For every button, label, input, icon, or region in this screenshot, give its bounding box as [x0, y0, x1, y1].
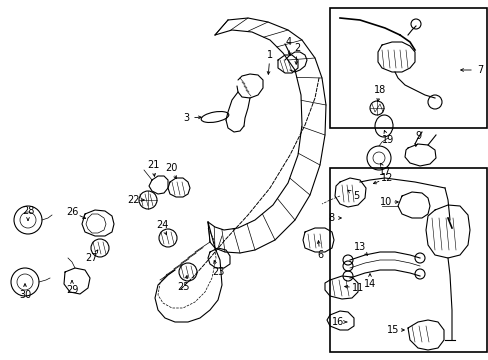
Bar	[329, 168, 486, 352]
Text: 16: 16	[331, 317, 344, 327]
Text: 9: 9	[414, 131, 420, 141]
Text: 13: 13	[353, 242, 366, 252]
Text: 29: 29	[66, 285, 78, 295]
Text: 18: 18	[373, 85, 386, 95]
Text: 5: 5	[352, 191, 358, 201]
Text: 23: 23	[211, 267, 224, 277]
Bar	[329, 8, 486, 128]
Text: 30: 30	[19, 290, 31, 300]
Text: 17: 17	[378, 167, 390, 177]
Text: 10: 10	[379, 197, 391, 207]
Text: 26: 26	[66, 207, 78, 217]
Text: 25: 25	[177, 282, 190, 292]
Text: 20: 20	[164, 163, 177, 173]
Text: 2: 2	[293, 43, 300, 53]
Text: 22: 22	[126, 195, 139, 205]
Text: 19: 19	[381, 135, 393, 145]
Text: 21: 21	[146, 160, 159, 170]
Text: 15: 15	[386, 325, 398, 335]
Text: 6: 6	[316, 250, 323, 260]
Text: 3: 3	[183, 113, 189, 123]
Text: 28: 28	[22, 206, 34, 216]
Text: 8: 8	[327, 213, 333, 223]
Text: 27: 27	[85, 253, 98, 263]
Text: 24: 24	[156, 220, 168, 230]
Text: 14: 14	[363, 279, 375, 289]
Text: 4: 4	[285, 37, 291, 47]
Text: 7: 7	[476, 65, 482, 75]
Text: 11: 11	[351, 283, 364, 293]
Text: 12: 12	[380, 173, 392, 183]
Text: 1: 1	[266, 50, 272, 60]
